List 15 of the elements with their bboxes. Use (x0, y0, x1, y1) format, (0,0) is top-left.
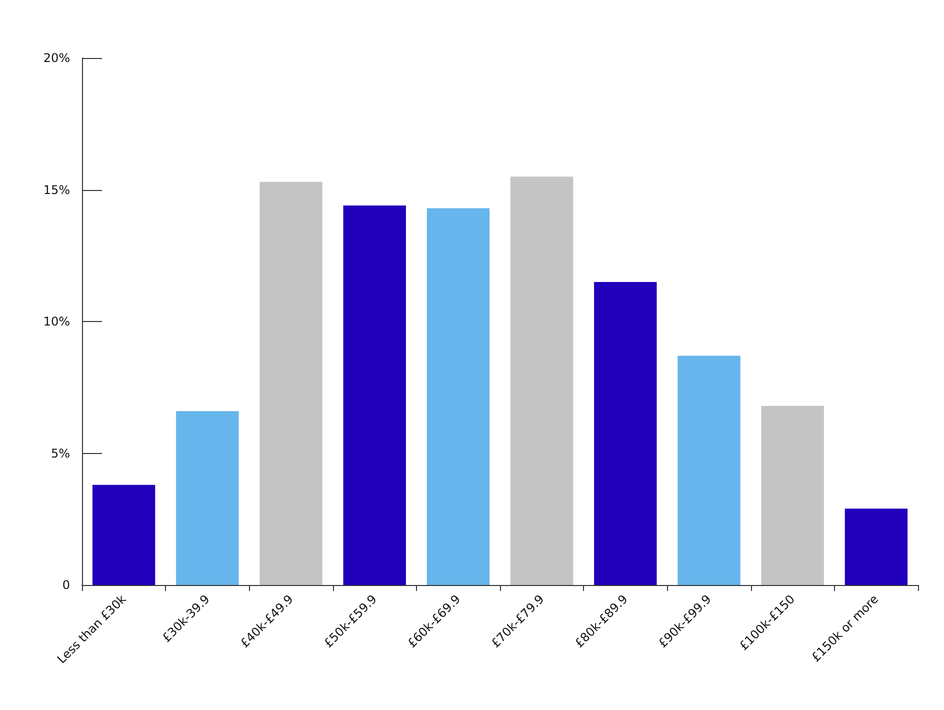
y-tick-label: 20% (43, 51, 70, 65)
bar (176, 411, 239, 585)
y-tick-label: 10% (43, 314, 70, 328)
bar (92, 484, 156, 585)
bar (426, 208, 490, 585)
bar (678, 356, 740, 585)
bar (510, 176, 574, 585)
bar (761, 406, 824, 585)
y-tick-label: 15% (43, 182, 70, 197)
bar (343, 206, 406, 585)
bar (594, 282, 657, 585)
y-tick-label: 5% (50, 446, 70, 460)
y-tick-label: 0 (62, 578, 70, 592)
bar (260, 182, 322, 585)
bar (844, 508, 908, 585)
